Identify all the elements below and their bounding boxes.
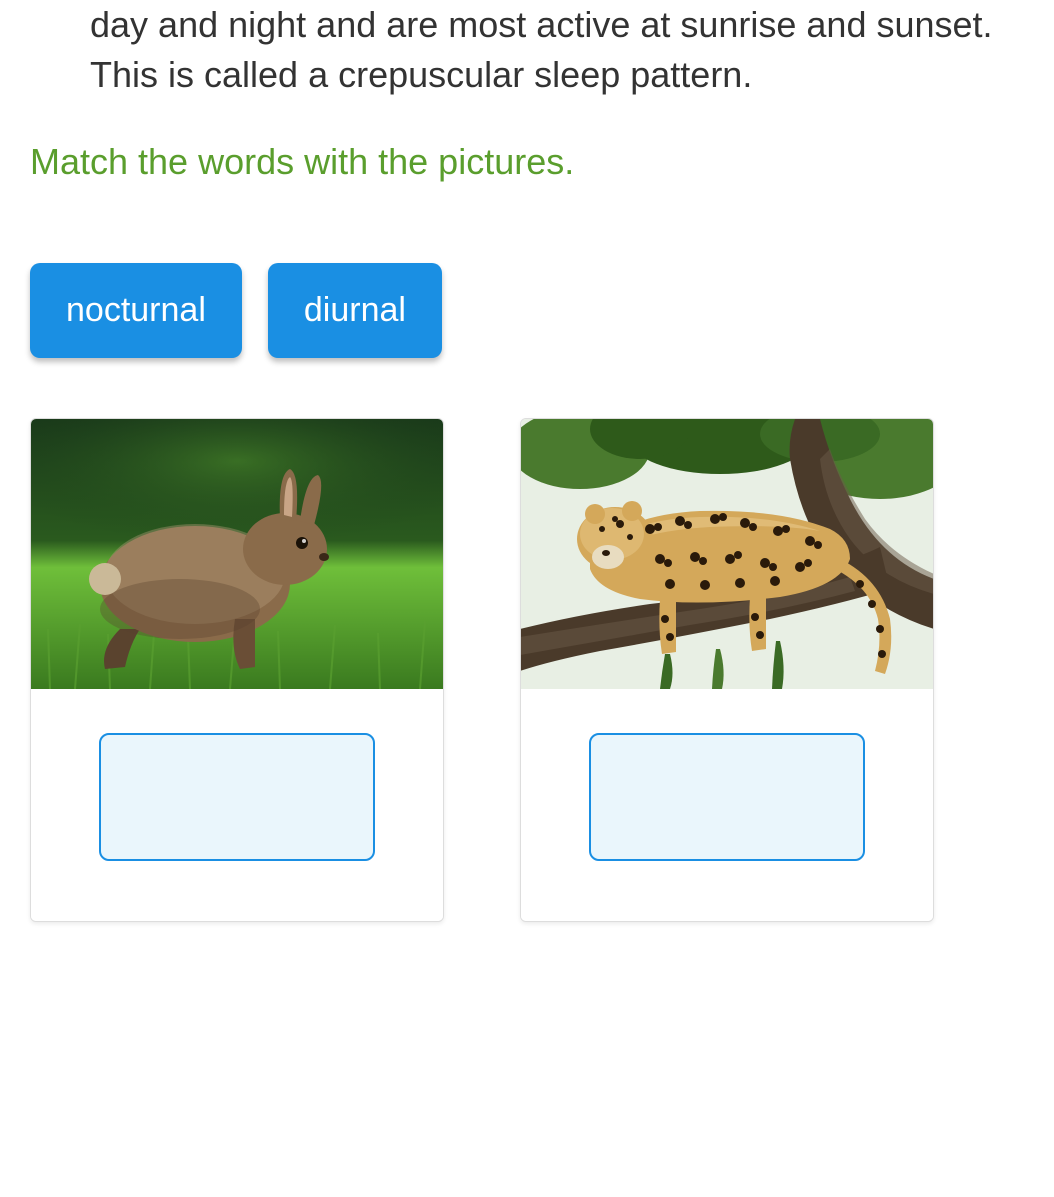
drop-zone-leopard[interactable] xyxy=(589,733,865,861)
drop-area xyxy=(521,689,933,921)
picture-cards-row xyxy=(30,418,1024,922)
drop-area xyxy=(31,689,443,921)
picture-card-leopard xyxy=(520,418,934,922)
instruction-text: Match the words with the pictures. xyxy=(30,141,1024,183)
word-chip-diurnal[interactable]: diurnal xyxy=(268,263,442,358)
word-chip-nocturnal[interactable]: nocturnal xyxy=(30,263,242,358)
rabbit-image xyxy=(31,419,443,689)
intro-paragraph: day and night and are most active at sun… xyxy=(90,0,1024,101)
drop-zone-rabbit[interactable] xyxy=(99,733,375,861)
leopard-image xyxy=(521,419,933,689)
word-bank: nocturnal diurnal xyxy=(30,263,1024,358)
picture-card-rabbit xyxy=(30,418,444,922)
